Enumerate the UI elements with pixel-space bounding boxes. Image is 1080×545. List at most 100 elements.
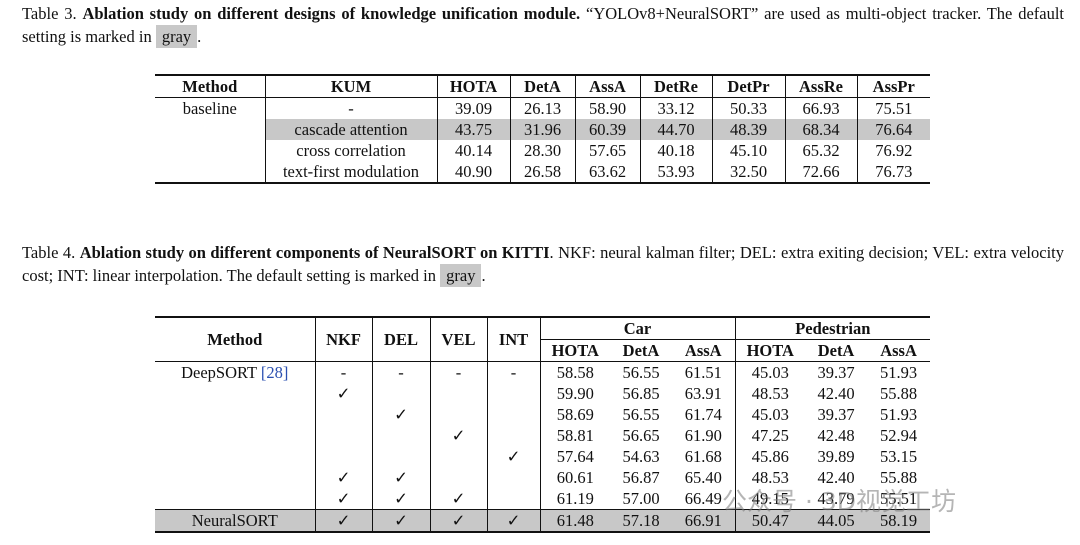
column-header: DetA	[817, 340, 855, 360]
cell: 58.81	[539, 425, 610, 446]
cell: 55.88	[879, 383, 918, 403]
cell: 60.61	[539, 467, 610, 488]
cell: 44.05	[805, 509, 868, 532]
caption-end: .	[481, 266, 486, 285]
cell	[314, 404, 372, 425]
cell: 52.94	[879, 425, 918, 445]
column-header: KUM	[264, 75, 437, 98]
cell: 40.90	[436, 161, 510, 183]
table-row: ✓ 57.64 54.63 61.68 45.86 39.89 53.15	[155, 446, 930, 467]
cell: 57.18	[610, 509, 672, 532]
cell: 57.65	[574, 140, 640, 161]
cell: 32.50	[711, 161, 785, 183]
table-row: ✓ 59.90 56.85 63.91 48.53 42.40 55.88	[155, 383, 930, 404]
column-header: DetA	[622, 340, 660, 360]
column-header: AssRe	[784, 75, 857, 98]
method-cell	[155, 425, 315, 446]
cell	[486, 467, 540, 488]
method-cell: DeepSORT [28]	[181, 362, 289, 382]
cell: ✓	[371, 404, 430, 425]
table-row: ✓ ✓ ✓ 61.19 57.00 66.49 49.15 43.79 55.51	[155, 488, 930, 510]
column-header: AssA	[880, 340, 917, 360]
cell: 58.19	[867, 509, 931, 532]
cell: 53.15	[879, 446, 918, 466]
cell: 39.37	[817, 362, 855, 382]
cell: 42.48	[817, 425, 855, 445]
method-cell	[155, 446, 315, 467]
cell: 58.90	[574, 97, 640, 119]
cell: 56.65	[622, 425, 660, 445]
method-cell	[155, 119, 265, 140]
column-header: DetPr	[711, 75, 785, 98]
cell	[486, 404, 540, 425]
cell: 59.90	[539, 383, 610, 404]
cell: 56.87	[622, 467, 660, 487]
cell: 51.93	[879, 362, 918, 382]
column-header: DEL	[371, 317, 430, 362]
cell: 57.00	[622, 488, 660, 508]
cell: 47.25	[734, 425, 806, 446]
cell: -	[429, 361, 487, 383]
cell: 61.48	[539, 509, 610, 532]
cell	[429, 383, 487, 404]
cell: 26.13	[509, 97, 575, 119]
cell: 45.86	[734, 446, 806, 467]
cell: 63.62	[574, 161, 640, 183]
cell	[429, 404, 487, 425]
cell: 48.39	[711, 119, 785, 140]
method-cell	[155, 383, 315, 404]
cell: 44.70	[639, 119, 712, 140]
cell: ✓	[486, 446, 540, 467]
cell: 56.55	[622, 404, 660, 424]
cell: 28.30	[509, 140, 575, 161]
caption-end: .	[197, 27, 202, 46]
cell: 54.63	[622, 446, 660, 466]
cell: 48.53	[734, 383, 806, 404]
gray-sample: gray	[155, 25, 198, 48]
cell: -	[486, 361, 540, 383]
cell: 61.90	[684, 425, 722, 445]
group-header: Car	[539, 317, 736, 340]
column-header: DetRe	[639, 75, 712, 98]
cell: 33.12	[639, 97, 712, 119]
cell: 61.74	[684, 404, 722, 424]
cell: 63.91	[684, 383, 722, 403]
cell: ✓	[314, 467, 372, 488]
caption-title: Ablation study on different components o…	[79, 243, 550, 262]
cell: 61.68	[684, 446, 722, 466]
cell	[371, 446, 430, 467]
cell: ✓	[429, 509, 487, 532]
cell: ✓	[314, 383, 372, 404]
cell: cascade attention	[264, 119, 437, 140]
table4-caption: Table 4. Ablation study on different com…	[22, 241, 1064, 287]
cell: 76.64	[856, 119, 930, 140]
cell: ✓	[371, 467, 430, 488]
table-row: cross correlation 40.14 28.30 57.65 40.18 45.…	[155, 140, 930, 161]
column-header: DetA	[509, 75, 575, 98]
cell: 26.58	[509, 161, 575, 183]
header-row: Method KUM HOTA DetA AssA DetRe DetPr AssRe AssP…	[155, 75, 930, 98]
cell: -	[264, 97, 437, 119]
table-row: ✓ 58.69 56.55 61.74 45.03 39.37 51.93	[155, 404, 930, 425]
table-row: baseline -39.09 26.13 58.90 33.12 50.33 66.93 7…	[155, 97, 930, 119]
cell: 45.03	[734, 404, 806, 425]
cell	[486, 488, 540, 510]
cell: 55.51	[879, 488, 918, 508]
cell: 50.47	[734, 509, 806, 532]
table3-caption: Table 3. Ablation study on different des…	[22, 2, 1064, 48]
cell: 61.19	[539, 488, 610, 510]
cell: ✓	[314, 509, 372, 532]
method-cell: NeuralSORT	[155, 509, 315, 532]
cell: 31.96	[509, 119, 575, 140]
header-row: HOTA DetA AssA HOTA DetA AssA	[155, 339, 931, 362]
table4: Method NKF DEL VEL INT Car Pedestrian HOTA DetA A…	[155, 316, 931, 533]
cell: 51.93	[879, 404, 918, 424]
cell: 42.40	[817, 383, 855, 403]
cell	[371, 425, 430, 446]
caption-label: Table 3.	[22, 4, 77, 23]
cell: ✓	[429, 425, 487, 446]
cell	[429, 467, 487, 488]
column-header: VEL	[429, 317, 487, 362]
table-row: text-first modulation 40.90 26.58 63.62 53.9…	[155, 161, 930, 183]
